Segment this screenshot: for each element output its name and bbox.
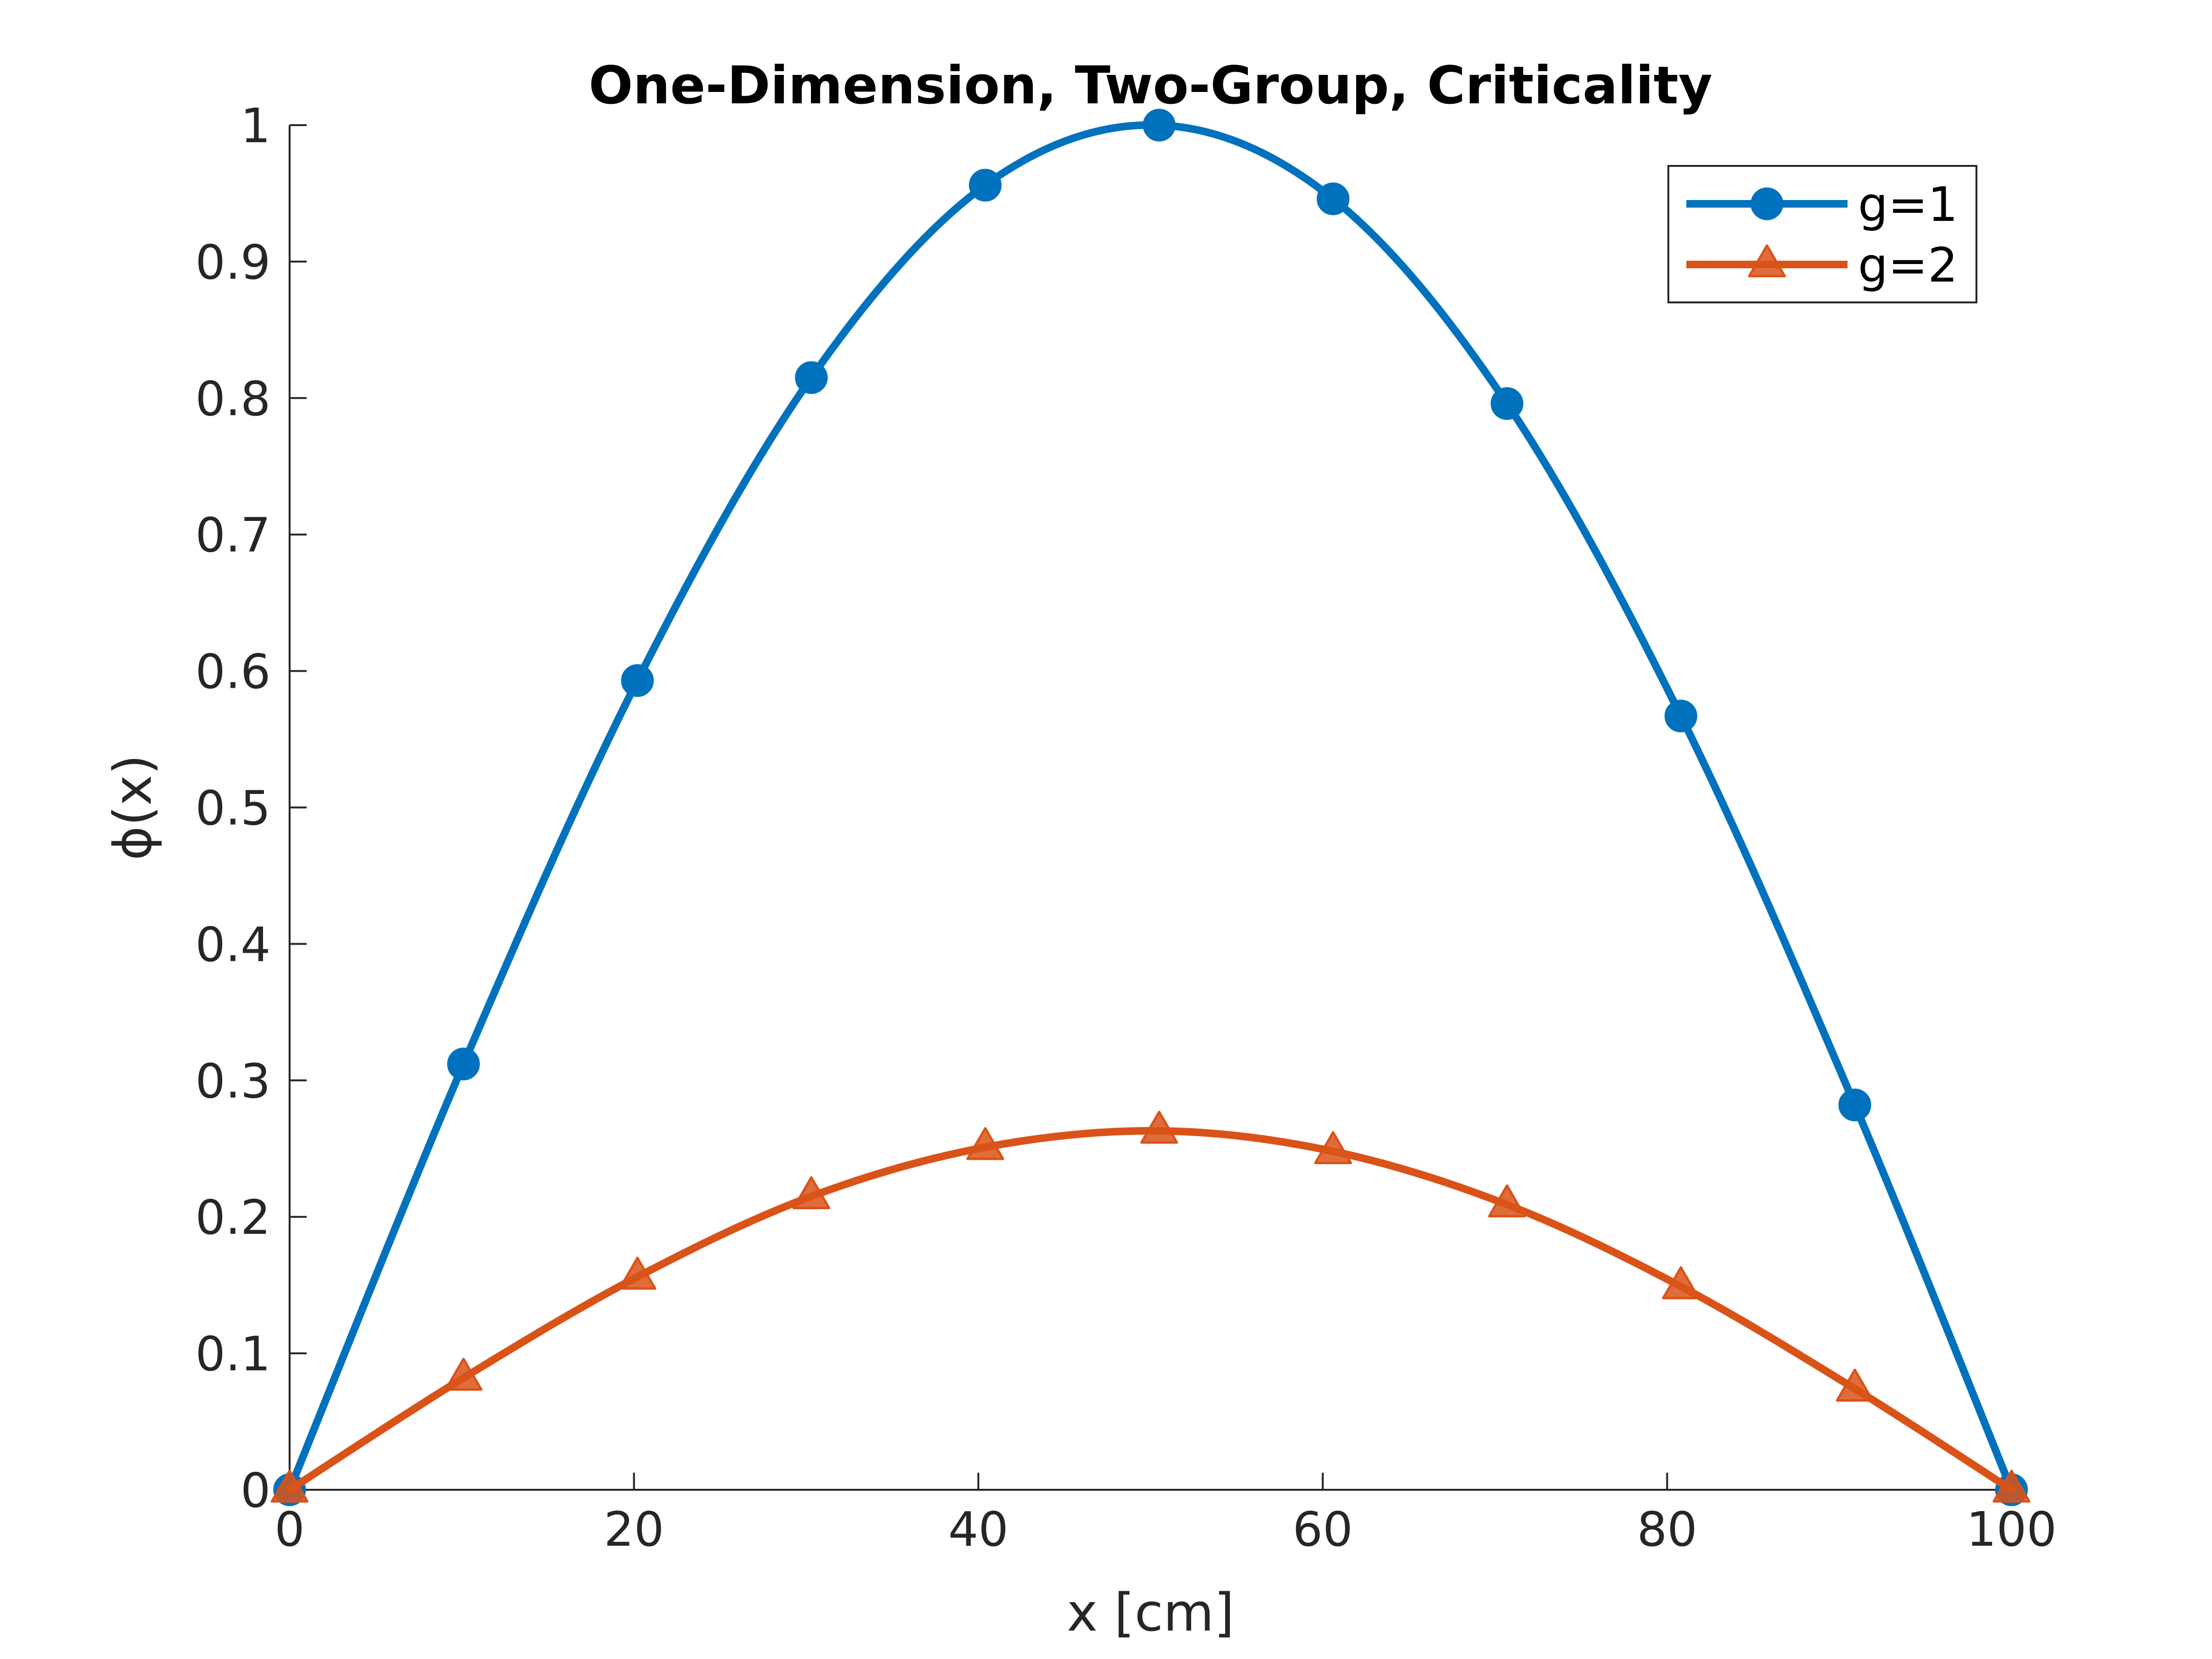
y-tick-label: 0.5 [195, 781, 271, 836]
data-point [618, 1257, 656, 1290]
data-point [1662, 1266, 1700, 1300]
legend-marker [1750, 187, 1784, 220]
data-point [1836, 1368, 1874, 1402]
x-tick-label: 40 [948, 1502, 1009, 1557]
y-axis-label: ϕ(x) [102, 755, 163, 861]
data-point [271, 1469, 309, 1503]
legend: g=1g=2 [1667, 165, 1977, 303]
data-point [792, 1176, 830, 1210]
data-point [966, 1127, 1004, 1160]
legend-label: g=2 [1858, 237, 1958, 293]
data-point [1838, 1088, 1871, 1121]
y-tick-label: 0.9 [195, 235, 271, 290]
x-tick-label: 20 [604, 1502, 664, 1557]
data-point [445, 1358, 482, 1391]
x-tick-label: 60 [1293, 1502, 1353, 1557]
data-point [1993, 1469, 2030, 1503]
y-tick-label: 0.3 [195, 1053, 271, 1109]
data-point [1488, 1184, 1526, 1218]
y-tick-label: 0.6 [195, 644, 271, 700]
x-tick-label: 0 [274, 1502, 305, 1557]
legend-item: g=2 [1686, 237, 1958, 293]
series-layer [271, 109, 2030, 1506]
axes: 0 20 40 60 80 100 0 0.1 0.2 0.3 0.4 0.5 0.6 0.7 0.8 0.9… [195, 98, 2057, 1557]
y-tick-label: 0.2 [195, 1190, 271, 1245]
data-point [969, 169, 1002, 202]
data-point [621, 664, 654, 697]
y-tick-label: 0.8 [195, 371, 271, 427]
data-point [1140, 1111, 1178, 1144]
x-tick-label: 100 [1966, 1502, 2057, 1557]
data-point [1491, 387, 1524, 420]
data-point [1317, 182, 1350, 215]
y-tick-label: 0.4 [195, 917, 271, 972]
data-point [447, 1048, 480, 1081]
legend-marker [1748, 244, 1786, 278]
y-tick-label: 0 [240, 1463, 271, 1518]
y-tick-label: 1 [240, 98, 271, 154]
chart-title: One-Dimension, Two-Group, Criticality [589, 55, 1712, 116]
data-point [1664, 700, 1697, 733]
x-axis-label: x [cm] [1067, 1582, 1235, 1643]
data-point [1143, 109, 1176, 142]
legend-box [1667, 165, 1977, 303]
legend-item: g=1 [1686, 177, 1958, 232]
x-tick-label: 80 [1637, 1502, 1697, 1557]
y-tick-label: 0.1 [195, 1326, 271, 1382]
y-tick-label: 0.7 [195, 508, 271, 563]
series-2 [271, 1111, 2030, 1503]
data-point [795, 361, 828, 394]
legend-label: g=1 [1858, 177, 1958, 232]
data-point [1314, 1131, 1352, 1165]
